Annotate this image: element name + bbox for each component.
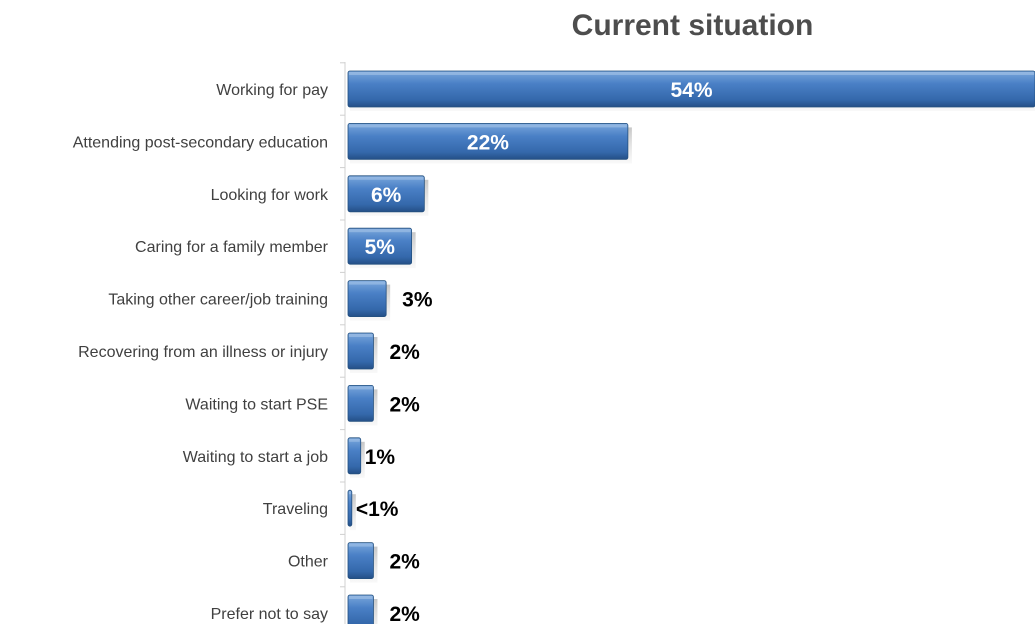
category-label-working-for-pay: Working for pay xyxy=(216,82,328,99)
category-label-attending-post-secondary-education: Attending post-secondary education xyxy=(73,134,328,151)
bar-attending-post-secondary-education xyxy=(347,123,629,160)
category-label-other: Other xyxy=(288,554,329,571)
bar-other xyxy=(347,542,374,579)
bars-group: Working for pay 54% Attending post-seconda… xyxy=(73,70,1035,624)
value-label-recovering-from-an-illness-or-injury: 2% xyxy=(389,341,420,364)
category-label-prefer-not-to-say: Prefer not to say xyxy=(211,606,328,623)
category-axis-ticks xyxy=(340,62,345,588)
value-label-other: 2% xyxy=(389,551,420,574)
bar-shadow-traveling xyxy=(350,494,356,531)
bar-highlight-attending-post-secondary-education xyxy=(349,124,627,128)
value-label-taking-other-career-job-training: 3% xyxy=(402,289,433,312)
bar-caring-for-a-family-member xyxy=(347,227,413,265)
category-label-waiting-to-start-a-job: Waiting to start a job xyxy=(183,449,328,466)
bar-looking-for-work xyxy=(347,175,425,213)
value-label-prefer-not-to-say: 2% xyxy=(389,603,420,624)
value-label-looking-for-work: 6% xyxy=(371,184,402,207)
chart-title: Current situation xyxy=(571,9,814,42)
value-label-working-for-pay: 54% xyxy=(670,79,712,102)
bar-highlight-waiting-to-start-a-job xyxy=(349,438,360,442)
category-label-taking-other-career-job-training: Taking other career/job training xyxy=(108,292,328,309)
bar-highlight-prefer-not-to-say xyxy=(349,596,373,599)
bar-highlight-recovering-from-an-illness-or-injury xyxy=(349,334,373,337)
bar-traveling xyxy=(347,489,353,527)
bar-highlight-other xyxy=(349,543,373,547)
category-label-traveling: Traveling xyxy=(263,501,328,518)
bar-highlight-traveling xyxy=(349,491,351,495)
bar-waiting-to-start-a-job xyxy=(347,437,362,475)
bar-taking-other-career-job-training xyxy=(347,280,387,318)
value-label-traveling: <1% xyxy=(356,498,399,521)
category-label-caring-for-a-family-member: Caring for a family member xyxy=(135,239,329,256)
bar-recovering-from-an-illness-or-injury xyxy=(347,332,374,370)
bar-highlight-working-for-pay xyxy=(349,72,1034,75)
value-label-waiting-to-start-pse: 2% xyxy=(389,393,420,416)
category-label-recovering-from-an-illness-or-injury: Recovering from an illness or injury xyxy=(78,344,328,361)
value-label-waiting-to-start-a-job: 1% xyxy=(365,446,396,469)
category-label-waiting-to-start-pse: Waiting to start PSE xyxy=(185,396,328,413)
bar-highlight-looking-for-work xyxy=(349,176,424,180)
bar-working-for-pay xyxy=(347,70,1035,108)
bar-highlight-waiting-to-start-pse xyxy=(349,386,373,390)
bar-highlight-caring-for-a-family-member xyxy=(349,229,411,233)
bar-waiting-to-start-pse xyxy=(347,384,374,422)
bar-highlight-taking-other-career-job-training xyxy=(349,281,386,285)
value-label-attending-post-secondary-education: 22% xyxy=(467,131,509,154)
value-label-caring-for-a-family-member: 5% xyxy=(365,236,396,259)
category-label-looking-for-work: Looking for work xyxy=(211,187,329,204)
bar-prefer-not-to-say xyxy=(347,594,374,624)
